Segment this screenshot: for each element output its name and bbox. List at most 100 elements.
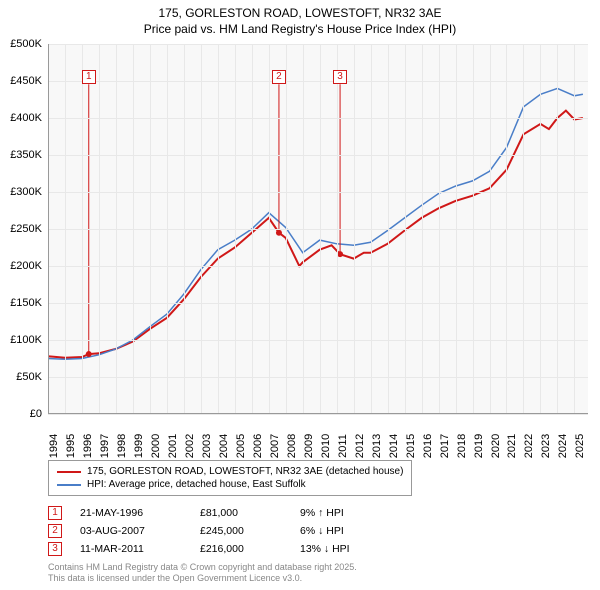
gridline-v <box>506 44 507 414</box>
series-line <box>48 111 583 358</box>
x-tick-label: 2021 <box>506 434 518 458</box>
x-tick-label: 2006 <box>252 434 264 458</box>
sale-row: 1 21-MAY-1996£81,0009% ↑ HPI <box>48 504 400 522</box>
y-tick-label: £0 <box>30 408 42 420</box>
gridline-v <box>82 44 83 414</box>
x-tick-label: 2019 <box>473 434 485 458</box>
y-tick-label: £100K <box>10 334 42 346</box>
sale-date: 03-AUG-2007 <box>80 525 200 537</box>
y-tick-label: £450K <box>10 75 42 87</box>
x-tick-label: 2002 <box>184 434 196 458</box>
x-tick-label: 1998 <box>116 434 128 458</box>
gridline-v <box>540 44 541 414</box>
sale-diff: 13% ↓ HPI <box>300 543 400 555</box>
legend-swatch <box>57 484 81 486</box>
x-tick-label: 1997 <box>99 434 111 458</box>
sale-row: 2 03-AUG-2007£245,0006% ↓ HPI <box>48 522 400 540</box>
sale-diff: 9% ↑ HPI <box>300 507 400 519</box>
footnote-line1: Contains HM Land Registry data © Crown c… <box>48 562 357 573</box>
x-tick-label: 1999 <box>133 434 145 458</box>
sales-table: 1 21-MAY-1996£81,0009% ↑ HPI 2 03-AUG-2007£… <box>48 504 400 558</box>
x-tick-label: 2017 <box>439 434 451 458</box>
sale-date: 21-MAY-1996 <box>80 507 200 519</box>
gridline-v <box>167 44 168 414</box>
legend-item: HPI: Average price, detached house, East… <box>57 478 403 491</box>
gridline-v <box>286 44 287 414</box>
x-tick-label: 2000 <box>150 434 162 458</box>
gridline-v <box>184 44 185 414</box>
title-line1: 175, GORLESTON ROAD, LOWESTOFT, NR32 3AE <box>0 6 600 22</box>
series-line <box>48 88 583 359</box>
gridline-v <box>65 44 66 414</box>
x-tick-label: 2014 <box>388 434 400 458</box>
sale-row-marker: 3 <box>48 542 62 556</box>
footnote-line2: This data is licensed under the Open Gov… <box>48 573 357 584</box>
x-tick-label: 2005 <box>235 434 247 458</box>
y-axis-labels: £0£50K£100K£150K£200K£250K£300K£350K£400… <box>0 44 44 414</box>
x-tick-label: 2007 <box>269 434 281 458</box>
gridline-v <box>320 44 321 414</box>
x-tick-label: 2004 <box>218 434 230 458</box>
gridline-v <box>116 44 117 414</box>
gridline-v <box>490 44 491 414</box>
gridline-v <box>201 44 202 414</box>
y-tick-label: £250K <box>10 223 42 235</box>
gridline-v <box>473 44 474 414</box>
chart-container: 175, GORLESTON ROAD, LOWESTOFT, NR32 3AE… <box>0 0 600 590</box>
gridline-v <box>150 44 151 414</box>
x-tick-label: 2024 <box>557 434 569 458</box>
x-tick-label: 2020 <box>490 434 502 458</box>
gridline-v <box>388 44 389 414</box>
gridline-v <box>371 44 372 414</box>
sale-row-marker: 2 <box>48 524 62 538</box>
legend: 175, GORLESTON ROAD, LOWESTOFT, NR32 3AE… <box>48 460 412 496</box>
gridline-v <box>439 44 440 414</box>
x-tick-label: 1994 <box>48 434 60 458</box>
legend-swatch <box>57 471 81 473</box>
sale-price: £81,000 <box>200 507 300 519</box>
sale-price: £216,000 <box>200 543 300 555</box>
gridline-v <box>574 44 575 414</box>
x-tick-label: 2013 <box>371 434 383 458</box>
gridline-v <box>133 44 134 414</box>
gridline-v <box>303 44 304 414</box>
x-tick-label: 2011 <box>337 434 349 458</box>
x-tick-label: 2012 <box>354 434 366 458</box>
gridline-v <box>523 44 524 414</box>
y-tick-label: £50K <box>16 371 42 383</box>
sale-row: 3 11-MAR-2011£216,00013% ↓ HPI <box>48 540 400 558</box>
gridline-v <box>235 44 236 414</box>
x-tick-label: 2025 <box>574 434 586 458</box>
y-tick-label: £150K <box>10 297 42 309</box>
gridline-v <box>252 44 253 414</box>
gridline-v <box>557 44 558 414</box>
y-tick-label: £300K <box>10 186 42 198</box>
chart-area: 123 <box>48 44 588 414</box>
y-tick-label: £500K <box>10 38 42 50</box>
sale-price: £245,000 <box>200 525 300 537</box>
sale-date: 11-MAR-2011 <box>80 543 200 555</box>
gridline-v <box>99 44 100 414</box>
gridline-v <box>337 44 338 414</box>
sale-diff: 6% ↓ HPI <box>300 525 400 537</box>
x-tick-label: 2003 <box>201 434 213 458</box>
sale-row-marker: 1 <box>48 506 62 520</box>
gridline-v <box>405 44 406 414</box>
legend-item: 175, GORLESTON ROAD, LOWESTOFT, NR32 3AE… <box>57 465 403 478</box>
y-tick-label: £350K <box>10 149 42 161</box>
footnote: Contains HM Land Registry data © Crown c… <box>48 562 357 585</box>
legend-label: HPI: Average price, detached house, East… <box>87 479 306 490</box>
legend-label: 175, GORLESTON ROAD, LOWESTOFT, NR32 3AE… <box>87 466 403 477</box>
x-tick-label: 2001 <box>167 434 179 458</box>
x-tick-label: 2022 <box>523 434 535 458</box>
sale-marker: 3 <box>333 70 347 84</box>
gridline-v <box>456 44 457 414</box>
x-tick-label: 1996 <box>82 434 94 458</box>
title-block: 175, GORLESTON ROAD, LOWESTOFT, NR32 3AE… <box>0 0 600 37</box>
gridline-v <box>354 44 355 414</box>
x-axis-labels: 1994199519961997199819992000200120022003… <box>48 418 588 458</box>
gridline-v <box>269 44 270 414</box>
x-tick-label: 2016 <box>422 434 434 458</box>
gridline-v <box>218 44 219 414</box>
gridline-h <box>48 414 588 415</box>
